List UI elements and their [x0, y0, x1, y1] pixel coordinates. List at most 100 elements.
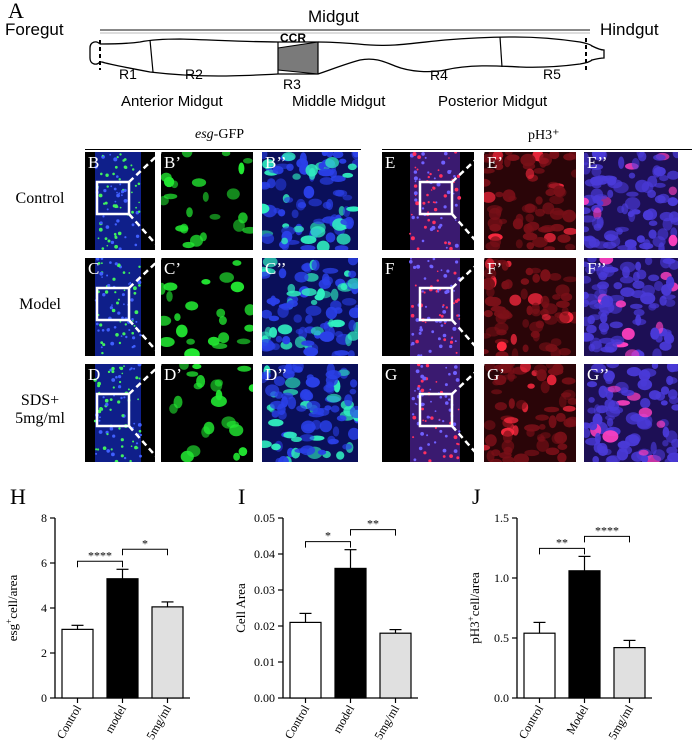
y-tick-label: 0.00 — [254, 691, 275, 705]
y-tick-label: 0.05 — [254, 511, 275, 525]
gfp-dapi-merge-image: C’’ — [262, 258, 358, 356]
significance-label: ** — [367, 517, 379, 531]
x-tick-label: model — [102, 702, 129, 736]
ph3-zoom-image: E’ — [484, 152, 576, 250]
tile-label: F — [385, 259, 395, 278]
tile-label: E — [385, 153, 396, 172]
esg-gfp-bracket-line — [85, 149, 361, 150]
row-label: Control — [0, 190, 80, 208]
chart-letter: H — [10, 484, 26, 509]
y-tick-label: 0.0 — [494, 691, 509, 705]
tile-label: C’ — [164, 259, 181, 278]
tile-label: G’’ — [587, 365, 610, 384]
gut-overview-ph3: G — [382, 364, 474, 462]
tile-label: C’’ — [265, 259, 287, 278]
ccr-region — [277, 41, 319, 75]
y-axis-label: pH3+cell/area — [466, 572, 482, 644]
x-tick-label: Control — [282, 702, 313, 741]
bar-chart-svg: I 0.00 0.01 0.02 0.03 0.04 0.05 Cell Area Contro… — [233, 484, 418, 742]
x-tick-label: Model — [563, 702, 591, 737]
row-label-line: Control — [15, 190, 65, 207]
region-r3: R3 — [283, 76, 301, 92]
significance-bracket — [350, 529, 396, 536]
y-axis-label-post: cell/area — [5, 575, 20, 619]
y-tick-label: 1.5 — [494, 511, 509, 525]
significance-label: **** — [595, 523, 619, 537]
significance-label: **** — [88, 548, 112, 562]
gfp-zoom-image: C’ — [161, 258, 253, 356]
ph3-dapi-merge-image: F’’ — [584, 258, 678, 356]
middle-midgut-label: Middle Midgut — [292, 93, 386, 110]
significance-bracket — [305, 541, 351, 548]
row-label-line: 5mg/ml — [15, 410, 65, 427]
anterior-midgut-label: Anterior Midgut — [121, 93, 223, 110]
significance-bracket — [584, 535, 630, 543]
x-tick-label: 5mg/ml — [605, 702, 636, 742]
posterior-midgut-label: Posterior Midgut — [438, 93, 548, 110]
tile-label: G — [385, 365, 398, 384]
y-axis-label-sup: + — [466, 616, 476, 621]
row-label-line: SDS+ — [20, 392, 60, 409]
midgut-label: Midgut — [308, 7, 360, 26]
x-tick-label: Control — [54, 702, 85, 741]
y-axis-label-pre: pH3 — [467, 621, 482, 643]
ph3-zoom-image: G’ — [484, 364, 576, 462]
chart-letter: J — [472, 484, 481, 509]
row-label-line: Model — [19, 296, 61, 313]
bar — [613, 647, 646, 699]
tile-label: B’ — [164, 153, 181, 172]
gut-overview-ph3: E — [382, 152, 474, 250]
x-tick-label: 5mg/ml — [143, 702, 174, 742]
y-axis-label-pre: esg — [5, 623, 20, 641]
gut-outline — [91, 36, 595, 77]
chart-h: H 0 2 4 6 8 esg+cell/area Control model 5mg/ml ***… — [0, 480, 230, 752]
ph3-dapi-merge-image: G’’ — [584, 364, 678, 462]
ph3-dapi-merge-image: E’’ — [584, 152, 678, 250]
gut-overview-ph3: F — [382, 258, 474, 356]
ph3-bracket-line — [382, 149, 692, 150]
panel-letter-a: A — [8, 0, 24, 23]
y-tick-label: 2 — [41, 646, 47, 660]
chart-i: I 0.00 0.01 0.02 0.03 0.04 0.05 Cell Area Contro… — [228, 480, 458, 752]
y-tick-label: 4 — [41, 601, 47, 615]
y-axis-label: Cell Area — [233, 583, 248, 633]
tile-label: B’’ — [265, 153, 287, 172]
tile-label: G’ — [487, 365, 505, 384]
tile-label: E’’ — [587, 153, 608, 172]
tile-label: F’ — [487, 259, 503, 278]
tile-label: E’ — [487, 153, 504, 172]
row-label: SDS+ 5mg/ml — [0, 392, 80, 428]
chart-letter: I — [238, 484, 245, 509]
gut-overview-gfp: D — [85, 364, 155, 462]
x-tick-label: model — [330, 702, 357, 736]
ph3-zoom-image: F’ — [484, 258, 576, 356]
y-axis-label-text: Cell Area — [233, 583, 248, 633]
y-axis-label-post: cell/area — [467, 572, 482, 616]
tile-label: D’’ — [265, 365, 288, 384]
y-axis-label: esg+cell/area — [4, 575, 20, 642]
region-r5: R5 — [543, 66, 561, 82]
x-tick-label: Control — [516, 702, 547, 741]
row-label: Model — [0, 296, 80, 314]
bar — [523, 632, 556, 699]
foregut-label: Foregut — [5, 20, 64, 39]
x-tick-label: 5mg/ml — [371, 702, 402, 742]
tile-label: F’’ — [587, 259, 607, 278]
region-r1: R1 — [119, 66, 137, 82]
tile-label: D — [88, 365, 101, 384]
gut-overview-gfp: B — [85, 152, 155, 250]
bar — [289, 621, 322, 699]
region-r2: R2 — [185, 66, 203, 82]
gfp-dapi-merge-image: D’’ — [262, 364, 358, 462]
y-tick-label: 6 — [41, 556, 47, 570]
y-tick-label: 0.5 — [494, 631, 509, 645]
y-tick-label: 1.0 — [494, 571, 509, 585]
significance-label: * — [142, 536, 148, 550]
gut-diagram — [89, 29, 605, 77]
significance-bracket — [539, 547, 585, 555]
y-tick-label: 0.03 — [254, 583, 275, 597]
y-axis-label-sup: + — [4, 619, 14, 624]
y-tick-label: 0.04 — [254, 547, 275, 561]
gfp-dapi-merge-image: B’’ — [262, 152, 358, 250]
